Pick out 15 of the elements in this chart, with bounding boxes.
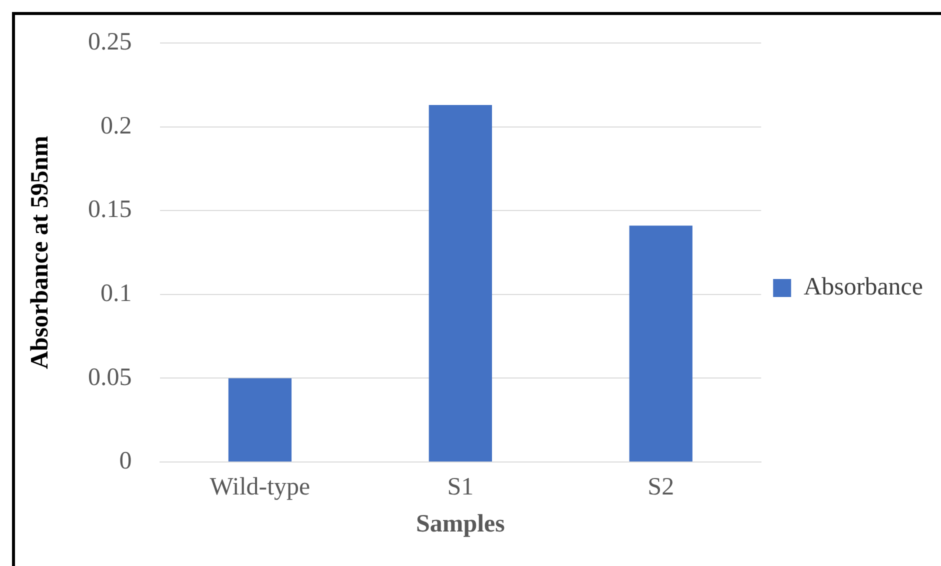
y-tick-label: 0.2 (100, 112, 132, 140)
x-tick-label: S1 (447, 474, 474, 501)
y-tick-label: 0.1 (100, 280, 132, 307)
y-tick-label: 0.05 (88, 364, 132, 391)
bar (629, 226, 692, 462)
y-tick-label: 0.15 (88, 196, 132, 224)
bar (228, 378, 292, 462)
y-axis-title: Absorbance at 595nm (26, 136, 54, 370)
y-tick-label: 0.25 (88, 28, 132, 56)
legend-label: Absorbance (804, 274, 924, 301)
y-tick-label: 0 (119, 448, 132, 475)
bar (428, 105, 492, 462)
x-tick-label: S2 (648, 474, 674, 501)
x-axis-title: Samples (416, 510, 506, 538)
x-tick-label: Wild-type (210, 474, 310, 501)
